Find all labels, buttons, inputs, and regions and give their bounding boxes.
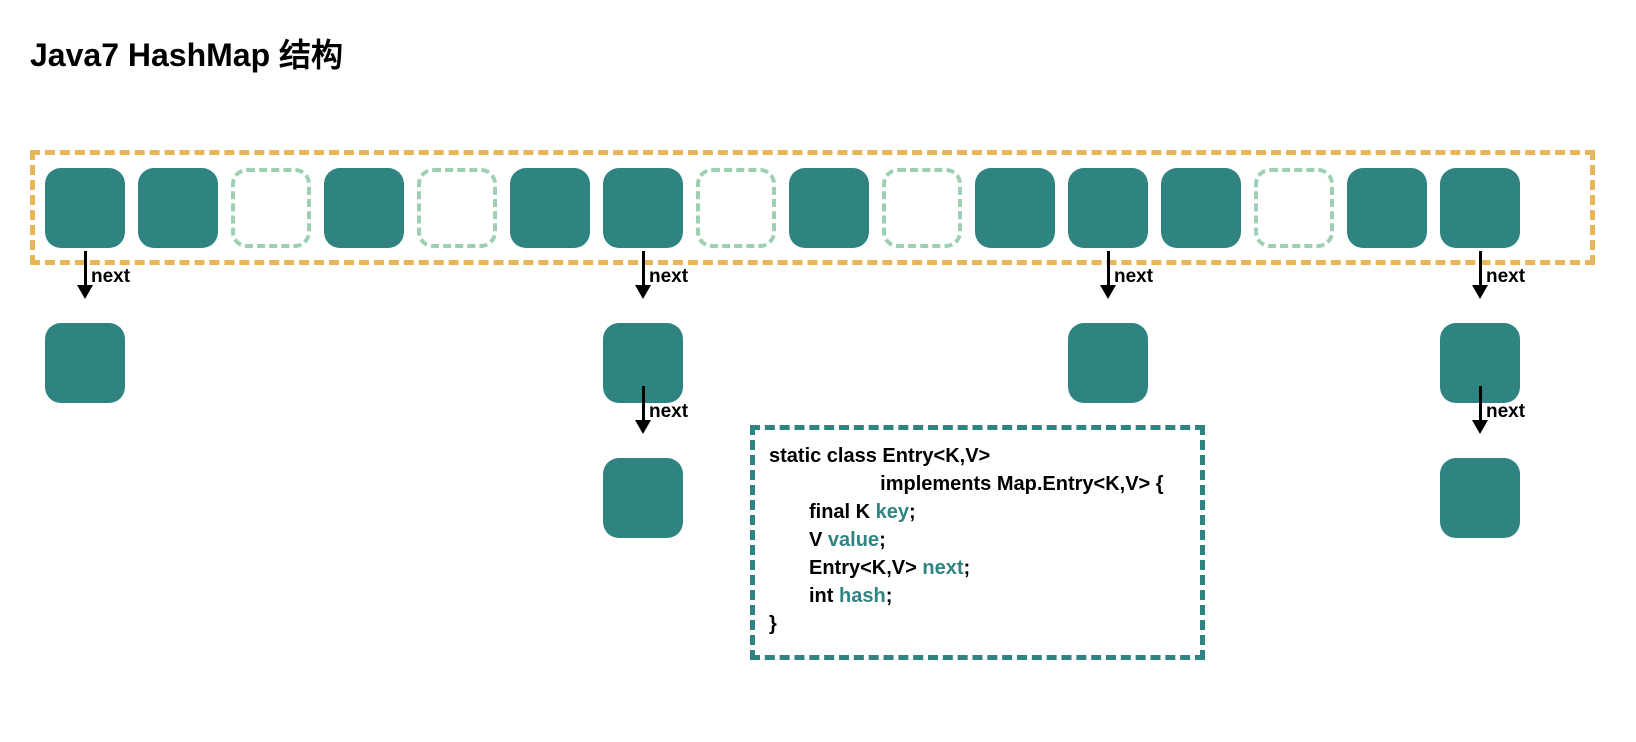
code-keyword: value [828,529,879,551]
chain-node [45,323,125,403]
diagram-title: Java7 HashMap 结构 [30,30,343,76]
code-text: V [809,529,828,551]
next-pointer-label: next [649,401,688,423]
next-pointer-label: next [1114,266,1153,288]
code-text: ; [886,585,893,607]
next-pointer-label: next [649,266,688,288]
bucket-filled [138,168,218,248]
bucket-filled [1161,168,1241,248]
bucket-empty [1254,168,1334,248]
next-pointer-label: next [1486,266,1525,288]
next-pointer-label: next [1486,401,1525,423]
chain-node [1440,458,1520,538]
code-line: } [769,610,1186,638]
bucket-filled [324,168,404,248]
code-keyword: key [876,501,909,523]
bucket-filled [1068,168,1148,248]
next-pointer-arrow [1107,251,1110,287]
bucket-filled [603,168,683,248]
code-line: static class Entry<K,V> [769,442,1186,470]
code-line: Entry<K,V> next; [769,554,1186,582]
bucket-empty [231,168,311,248]
bucket-empty [696,168,776,248]
chain-node [1068,323,1148,403]
code-text: final K [809,501,876,523]
bucket-filled [1440,168,1520,248]
code-keyword: hash [839,585,886,607]
code-text: ; [964,557,971,579]
chain-node [603,458,683,538]
bucket-empty [417,168,497,248]
bucket-filled [1347,168,1427,248]
code-keyword: next [922,557,963,579]
bucket-filled [789,168,869,248]
code-text: ; [879,529,886,551]
code-text: } [769,613,777,635]
next-pointer-arrow [84,251,87,287]
next-pointer-label: next [91,266,130,288]
code-line: int hash; [769,582,1186,610]
bucket-filled [975,168,1055,248]
next-pointer-arrow [1479,386,1482,422]
code-text: ; [909,501,916,523]
code-line: final K key; [769,498,1186,526]
bucket-empty [882,168,962,248]
next-pointer-arrow [642,386,645,422]
code-text: int [809,585,839,607]
entry-class-codebox: static class Entry<K,V> implements Map.E… [750,425,1205,660]
bucket-filled [510,168,590,248]
code-text: static class Entry<K,V> [769,445,990,467]
code-line: implements Map.Entry<K,V> { [769,470,1186,498]
code-line: V value; [769,526,1186,554]
next-pointer-arrow [642,251,645,287]
bucket-filled [45,168,125,248]
code-text: implements Map.Entry<K,V> { [769,473,1164,495]
next-pointer-arrow [1479,251,1482,287]
code-text: Entry<K,V> [809,557,922,579]
